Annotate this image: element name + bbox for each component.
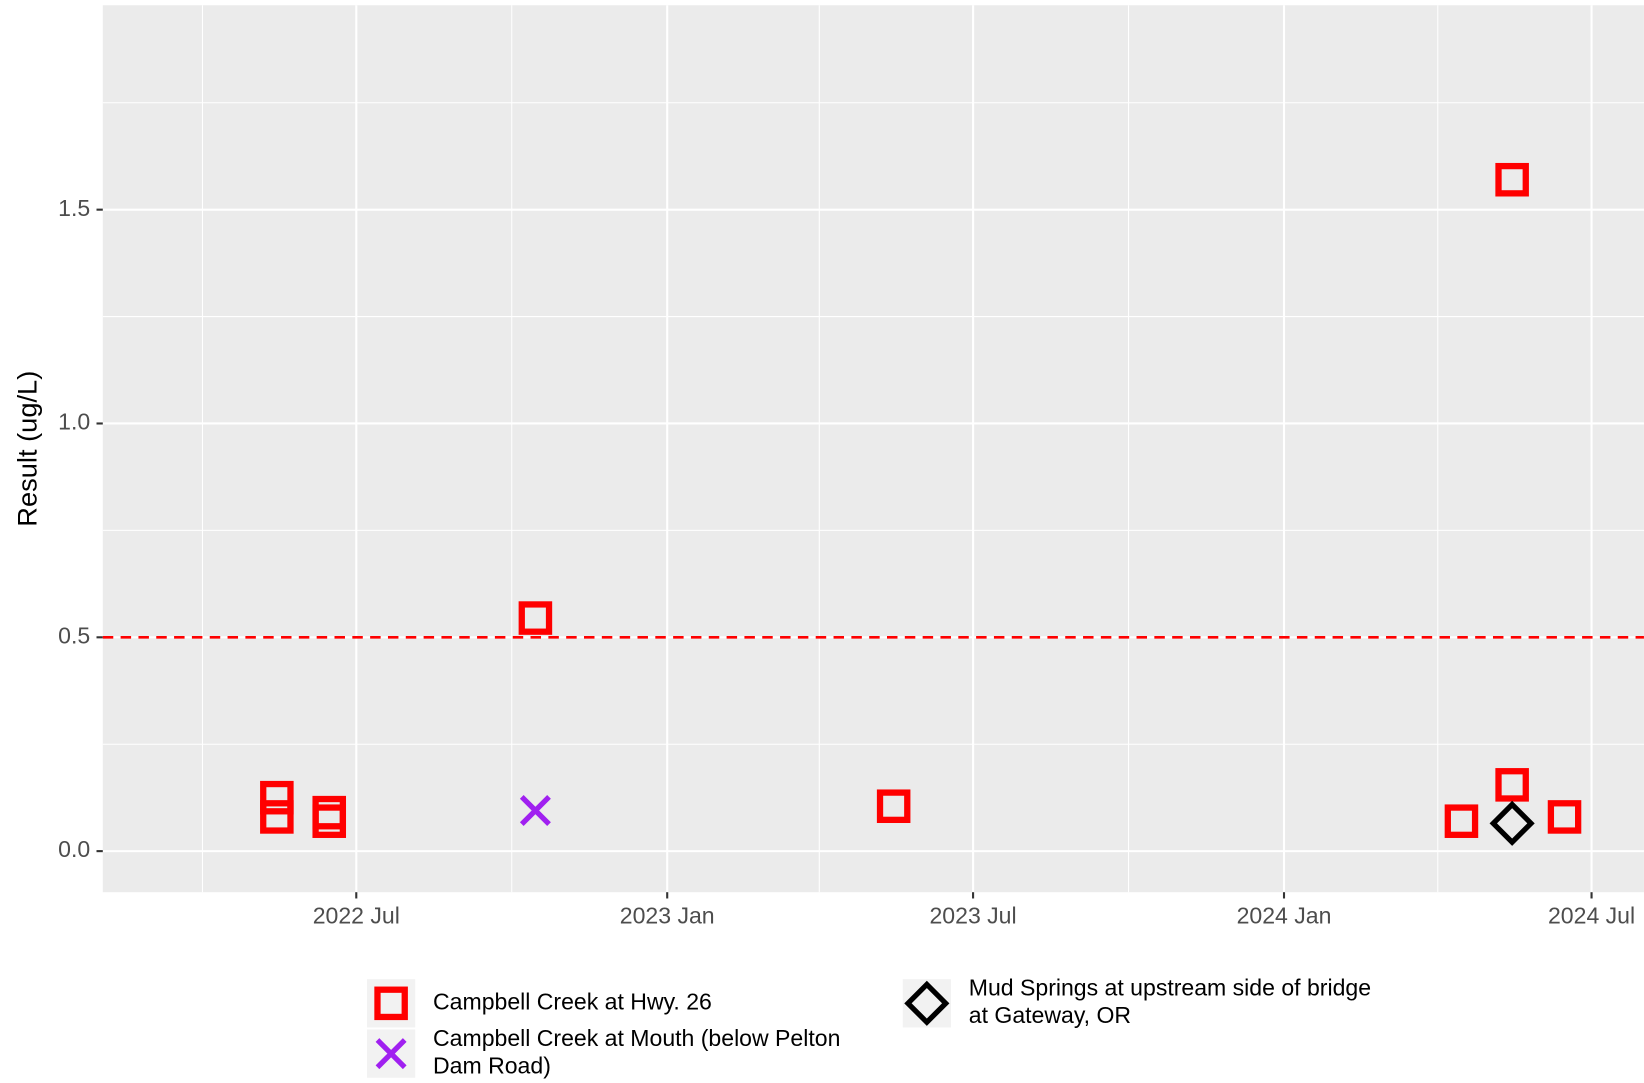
marker	[312, 795, 347, 830]
marker	[260, 800, 294, 834]
y-tick-label: 0.5	[58, 622, 90, 648]
x-tick-label: 2022 Jul	[313, 902, 400, 928]
marker	[374, 986, 408, 1021]
marker	[1495, 768, 1529, 802]
legend-label: Campbell Creek at Mouth (below Pelton Da…	[433, 1025, 847, 1078]
legend-label: Campbell Creek at Hwy. 26	[433, 988, 712, 1014]
y-axis-label: Result (ug/L)	[12, 371, 43, 527]
marker	[375, 1038, 407, 1070]
marker	[1547, 800, 1582, 834]
x-tick-label: 2024 Jan	[1237, 902, 1332, 928]
marker	[1489, 800, 1535, 846]
x-tick-label: 2023 Jul	[930, 902, 1017, 928]
marker	[519, 795, 551, 826]
marker	[260, 780, 294, 815]
legend-key	[366, 979, 416, 1028]
legend-label: Mud Springs at upstream side of bridge a…	[969, 975, 1378, 1028]
marker	[904, 980, 950, 1026]
marker	[1444, 804, 1479, 838]
x-tick-label: 2024 Jul	[1548, 902, 1635, 928]
marker	[876, 789, 911, 824]
panel	[102, 5, 1644, 893]
marker	[1495, 162, 1529, 197]
y-tick-label: 1.5	[58, 195, 90, 221]
y-tick-label: 1.0	[58, 409, 90, 435]
y-tick-label: 0.0	[58, 836, 90, 862]
marker	[518, 601, 553, 635]
x-tick-label: 2023 Jan	[620, 902, 715, 928]
